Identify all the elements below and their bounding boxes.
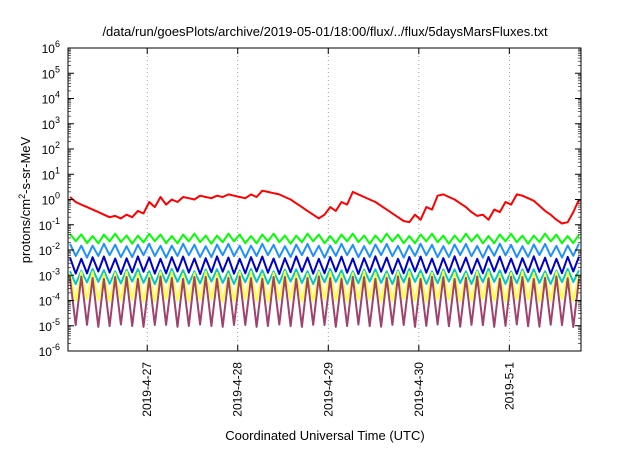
y-tick-label-base: 10 (42, 168, 56, 182)
y-tick-label-base: 10 (42, 93, 56, 107)
y-tick-label: 104 (42, 90, 60, 107)
y-tick-label: 106 (42, 39, 60, 56)
x-tick-label: 2019-4-30 (412, 362, 426, 417)
series-line (69, 232, 580, 245)
series-line (69, 242, 580, 259)
y-tick-label: 10-1 (39, 216, 60, 233)
y-tick-label: 10-2 (39, 241, 60, 258)
plot-frame (67, 47, 582, 352)
y-tick-label-exponent: 1 (55, 165, 60, 175)
y-axis-label-base: protons/cm (18, 199, 33, 263)
series-line (69, 275, 580, 328)
y-tick-label-exponent: -6 (52, 342, 60, 352)
axes: 10-610-510-410-310-210-11001011021031041… (39, 39, 581, 417)
y-tick-label-exponent: -4 (52, 292, 60, 302)
y-tick-label: 103 (42, 115, 60, 132)
y-tick-label: 10-5 (39, 317, 60, 334)
y-tick-label-base: 10 (42, 143, 56, 157)
series-line (69, 270, 580, 303)
y-tick-label-base: 10 (39, 219, 53, 233)
y-tick-label: 100 (42, 191, 60, 208)
y-tick-label-base: 10 (39, 345, 53, 359)
y-tick-label-base: 10 (42, 42, 56, 56)
y-tick-label-exponent: 5 (55, 64, 60, 74)
y-tick-label: 10-4 (39, 292, 60, 309)
y-tick-label: 101 (42, 165, 60, 182)
y-tick-label-exponent: 0 (55, 191, 60, 201)
y-tick-label-base: 10 (39, 320, 53, 334)
y-tick-label-base: 10 (39, 269, 53, 283)
y-axis-label-sup: 2 (17, 194, 27, 199)
y-tick-label: 10-6 (39, 342, 60, 359)
y-tick-label: 10-3 (39, 266, 60, 283)
y-tick-label: 105 (42, 64, 60, 81)
y-tick-label-base: 10 (42, 194, 56, 208)
y-tick-label-exponent: 2 (55, 140, 60, 150)
series-line (69, 255, 580, 275)
y-tick-label-exponent: -1 (52, 216, 60, 226)
x-tick-label: 2019-4-29 (321, 362, 335, 417)
series-line (69, 189, 580, 225)
x-axis-label: Coordinated Universal Time (UTC) (225, 428, 424, 443)
y-tick-label-base: 10 (42, 67, 56, 81)
y-axis-label-rest: -s-sr-MeV (18, 136, 33, 193)
y-tick-label-base: 10 (42, 118, 56, 132)
y-tick-label-base: 10 (39, 295, 53, 309)
series-line (69, 267, 580, 286)
chart-title: /data/run/goesPlots/archive/2019-05-01/1… (102, 24, 548, 39)
y-tick-label-exponent: -5 (52, 317, 60, 327)
y-axis-label: protons/cm2-s-sr-MeV (17, 136, 33, 263)
y-tick-label-exponent: 4 (55, 90, 60, 100)
y-tick-label-exponent: 3 (55, 115, 60, 125)
y-tick-label-exponent: -3 (52, 266, 60, 276)
y-tick-label: 102 (42, 140, 60, 157)
y-tick-label-base: 10 (39, 244, 53, 258)
y-tick-label-exponent: -2 (52, 241, 60, 251)
y-tick-label-exponent: 6 (55, 39, 60, 49)
x-tick-label: 2019-4-27 (140, 362, 154, 417)
x-tick-label: 2019-5-1 (502, 362, 516, 410)
series-layer (69, 189, 580, 328)
x-tick-label: 2019-4-28 (231, 362, 245, 417)
